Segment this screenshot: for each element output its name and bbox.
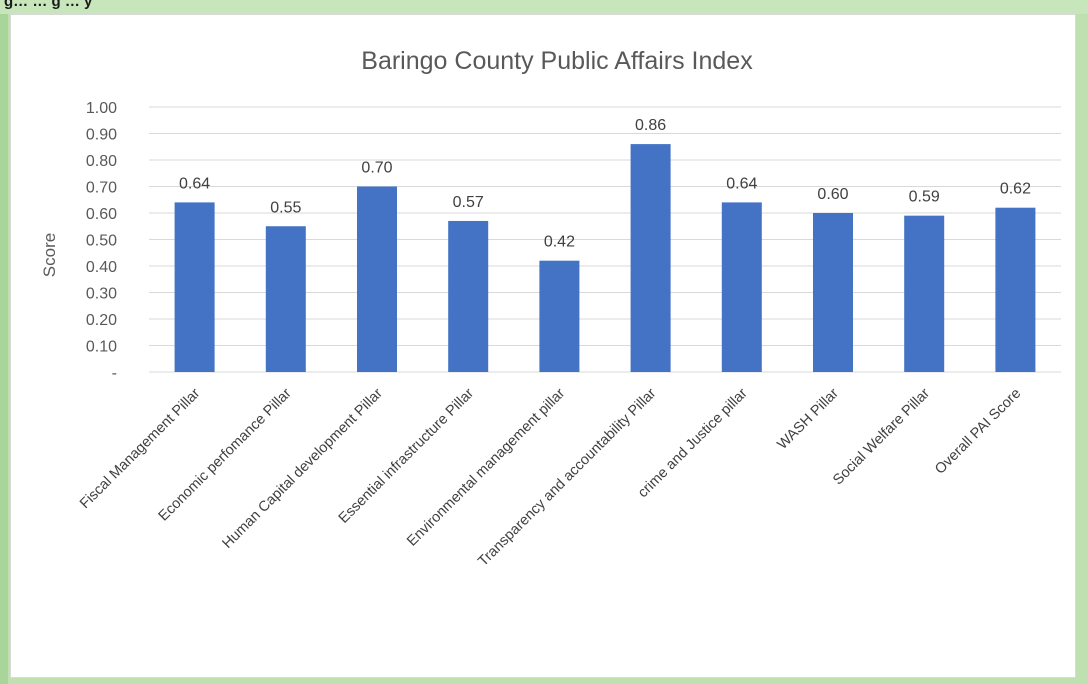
data-label: 0.62 — [1000, 181, 1031, 198]
caption-strip: g… … g … y — [0, 0, 1088, 14]
y-tick-label: 0.50 — [86, 233, 117, 250]
bar — [174, 202, 215, 372]
y-tick-label: 0.20 — [86, 312, 117, 329]
y-tick-label: 0.80 — [86, 153, 117, 170]
data-label: 0.86 — [635, 117, 666, 134]
bar — [357, 186, 397, 372]
data-labels: 0.64 0.55 0.70 0.57 0.42 0.86 0.64 0.60 0.59 0.62 — [179, 117, 1031, 251]
bar — [813, 213, 853, 372]
y-tick-label: 0.10 — [86, 339, 117, 356]
data-label: 0.70 — [361, 160, 392, 177]
data-label: 0.42 — [544, 234, 575, 251]
bar — [265, 226, 306, 372]
bar — [539, 260, 580, 372]
data-label: 0.64 — [179, 175, 210, 192]
bars — [174, 144, 1036, 372]
page-frame — [0, 0, 8, 684]
y-tick-label: 0.60 — [86, 206, 117, 223]
y-tick-label: 0.90 — [86, 127, 117, 144]
data-label: 0.59 — [909, 189, 940, 206]
chart-panel: Baringo County Public Affairs Index Scor… — [10, 14, 1076, 678]
data-label: 0.60 — [817, 186, 848, 203]
y-tick-label: 0.40 — [86, 259, 117, 276]
bar — [630, 144, 671, 372]
y-tick-label: - — [112, 365, 117, 382]
bar — [904, 215, 945, 372]
data-label: 0.64 — [726, 175, 757, 192]
figure-caption-fragment: g… … g … y — [4, 0, 93, 10]
bar — [995, 207, 1036, 372]
category-label: Human Capital development Pillar — [219, 385, 385, 551]
y-tick-label: 0.70 — [86, 180, 117, 197]
bar — [721, 202, 762, 372]
category-label: Environmental management pillar — [404, 385, 568, 549]
data-label: 0.55 — [270, 199, 301, 216]
category-label: Social Welfare Pillar — [830, 385, 933, 488]
chart-title: Baringo County Public Affairs Index — [361, 47, 753, 75]
bar — [448, 220, 489, 372]
category-label: Transparency and accountability Pillar — [475, 385, 659, 569]
y-tick-label: 1.00 — [86, 100, 117, 117]
y-tick-label: 0.30 — [86, 286, 117, 303]
bar-chart: Baringo County Public Affairs Index Scor… — [40, 47, 1061, 570]
category-label: WASH Pillar — [774, 385, 841, 452]
y-axis-label: Score — [40, 233, 59, 277]
data-label: 0.57 — [453, 194, 484, 211]
y-tick-labels: - 0.10 0.20 0.30 0.40 0.50 0.60 0.70 0.80 0.90 1.0… — [86, 100, 117, 382]
category-label: Overall PAI Score — [932, 386, 1024, 478]
